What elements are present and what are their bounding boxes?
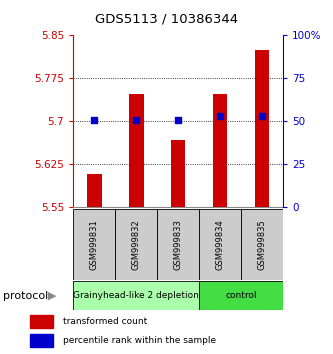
- FancyBboxPatch shape: [157, 209, 199, 280]
- Text: transformed count: transformed count: [63, 317, 147, 326]
- Point: [92, 117, 97, 122]
- Point: [134, 117, 139, 122]
- Text: GSM999831: GSM999831: [90, 219, 99, 270]
- Text: control: control: [225, 291, 257, 300]
- Point: [175, 117, 181, 122]
- Text: percentile rank within the sample: percentile rank within the sample: [63, 336, 216, 345]
- Text: GSM999833: GSM999833: [173, 219, 183, 270]
- Text: GDS5113 / 10386344: GDS5113 / 10386344: [95, 12, 238, 25]
- Text: GSM999832: GSM999832: [132, 219, 141, 270]
- Bar: [129, 94, 144, 207]
- Text: GSM999834: GSM999834: [215, 219, 225, 270]
- Bar: [213, 94, 227, 207]
- FancyBboxPatch shape: [199, 209, 241, 280]
- Text: ▶: ▶: [48, 291, 57, 301]
- Bar: [171, 139, 185, 207]
- Bar: [30, 334, 53, 347]
- Text: protocol: protocol: [3, 291, 49, 301]
- Text: Grainyhead-like 2 depletion: Grainyhead-like 2 depletion: [73, 291, 199, 300]
- FancyBboxPatch shape: [199, 281, 283, 310]
- Point: [217, 113, 223, 119]
- FancyBboxPatch shape: [73, 209, 115, 280]
- FancyBboxPatch shape: [115, 209, 157, 280]
- Bar: [87, 175, 102, 207]
- Point: [259, 113, 265, 119]
- FancyBboxPatch shape: [241, 209, 283, 280]
- Bar: [255, 50, 269, 207]
- FancyBboxPatch shape: [73, 281, 199, 310]
- Text: GSM999835: GSM999835: [257, 219, 267, 270]
- Bar: [30, 315, 53, 328]
